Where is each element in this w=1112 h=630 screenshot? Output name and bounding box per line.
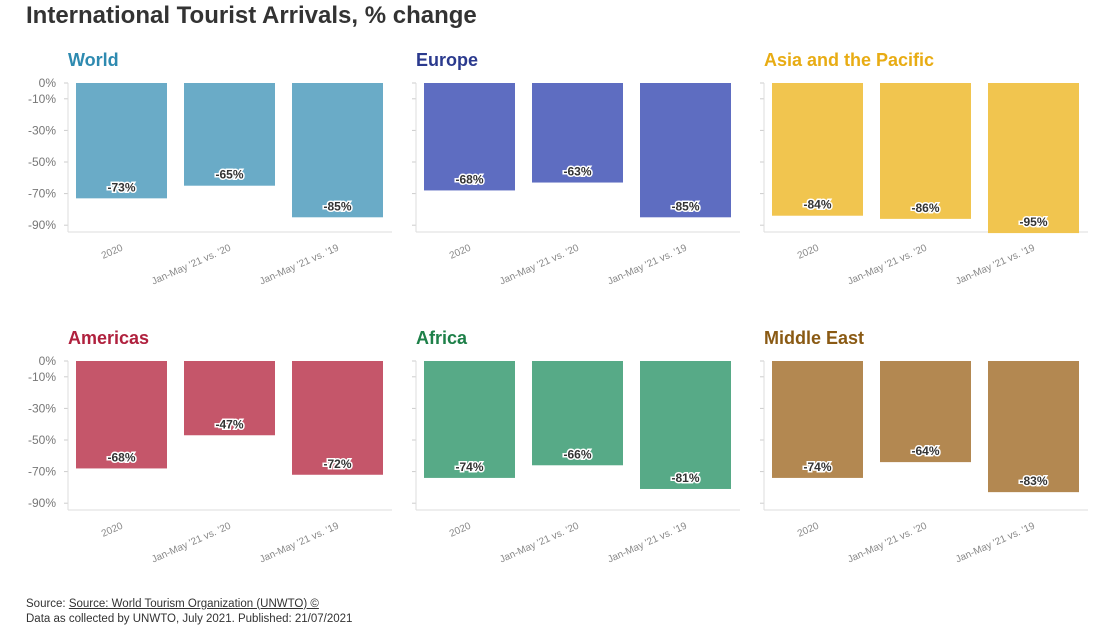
data-label: -64%	[911, 444, 939, 458]
bar	[880, 361, 971, 463]
bar	[76, 83, 167, 199]
page-title: International Tourist Arrivals, % change	[26, 2, 477, 29]
y-tick-label: -30%	[28, 401, 56, 415]
y-tick-label: -10%	[28, 92, 56, 106]
y-tick-label: -50%	[28, 155, 56, 169]
data-label: -63%	[563, 165, 591, 179]
x-tick-label: Jan-May '21 vs. '19	[954, 243, 1037, 288]
bar	[880, 83, 971, 219]
bar-chart-africa: 2020 Jan-May '21 vs. '20 Jan-May '21 vs. '…	[412, 360, 740, 566]
panel-title: Middle East	[764, 328, 865, 348]
bar-chart-middle-east: 2020 Jan-May '21 vs. '20 Jan-May '21 vs. '…	[760, 360, 1088, 566]
bar	[292, 361, 383, 475]
y-tick-label: -30%	[28, 123, 56, 137]
data-label: -83%	[1019, 474, 1047, 488]
bar	[184, 83, 275, 186]
x-tick-label: Jan-May '21 vs. '19	[954, 521, 1037, 566]
data-label: -68%	[455, 172, 483, 186]
panel-asia-pacific: Asia and the Pacific 2020 Jan-May '21 vs.…	[722, 50, 1088, 320]
bar	[184, 361, 275, 436]
x-tick-label: 2020	[796, 243, 821, 262]
x-tick-label: Jan-May '21 vs. '20	[498, 521, 581, 566]
data-label: -73%	[107, 180, 135, 194]
bar	[424, 83, 515, 191]
data-label: -74%	[803, 460, 831, 474]
data-label: -86%	[911, 201, 939, 215]
panel-title: Europe	[416, 50, 479, 70]
data-label: -47%	[215, 417, 243, 431]
x-tick-label: Jan-May '21 vs. '19	[258, 521, 341, 566]
bar-chart-asia-pacific: 2020 Jan-May '21 vs. '20 Jan-May '21 vs. '…	[760, 82, 1088, 288]
panel-middle-east: Middle East 2020 Jan-May '21 vs. '20 Jan-M…	[722, 328, 1088, 598]
panel-title: Asia and the Pacific	[764, 50, 935, 70]
data-label: -95%	[1019, 215, 1047, 229]
data-label: -85%	[323, 199, 351, 213]
data-label: -65%	[215, 168, 243, 182]
x-tick-label: 2020	[100, 243, 125, 262]
panel-title: World	[68, 50, 119, 70]
footer: Source: Source: World Tourism Organizati…	[26, 597, 352, 627]
bar	[640, 361, 731, 489]
panel-title: Africa	[416, 328, 468, 348]
x-tick-label: Jan-May '21 vs. '20	[150, 243, 233, 288]
x-tick-label: 2020	[100, 521, 125, 540]
data-label: -68%	[107, 450, 135, 464]
bar-chart-americas: 0% -10% -30% -50% -70% -90% 2020 Jan-May '21 vs…	[28, 354, 392, 566]
bar	[772, 361, 863, 478]
x-tick-label: Jan-May '21 vs. '20	[498, 243, 581, 288]
bar	[988, 361, 1079, 493]
y-tick-label: -50%	[28, 433, 56, 447]
bar	[292, 83, 383, 218]
data-label: -74%	[455, 460, 483, 474]
data-label: -81%	[671, 471, 699, 485]
y-tick-label: 0%	[39, 354, 57, 368]
x-tick-label: 2020	[448, 243, 473, 262]
x-tick-label: Jan-May '21 vs. '19	[606, 521, 689, 566]
bar	[532, 83, 623, 183]
bar	[76, 361, 167, 469]
panel-americas: Americas 0% -10% -30% -50% -70% -90% 2020 Jan-M…	[26, 328, 392, 598]
bar-chart-world: 0% -10% -30% -50% -70% -90% 2020 Jan-May '21 vs…	[28, 76, 392, 288]
x-tick-label: Jan-May '21 vs. '20	[846, 521, 929, 566]
panel-africa: Africa 2020 Jan-May '21 vs. '20 Jan-May '2…	[374, 328, 740, 598]
x-tick-label: Jan-May '21 vs. '19	[606, 243, 689, 288]
panel-title: Americas	[68, 328, 150, 348]
bar	[772, 83, 863, 216]
x-tick-label: Jan-May '21 vs. '20	[846, 243, 929, 288]
y-tick-label: 0%	[39, 76, 57, 90]
y-tick-label: -90%	[28, 218, 56, 232]
bar	[640, 83, 731, 218]
y-tick-label: -70%	[28, 187, 56, 201]
data-label: -84%	[803, 198, 831, 212]
source-prefix: Source:	[26, 598, 69, 610]
bar	[424, 361, 515, 478]
source-link[interactable]: Source: World Tourism Organization (UNWT…	[68, 598, 319, 610]
bar	[988, 83, 1079, 234]
data-label: -66%	[563, 447, 591, 461]
y-tick-label: -90%	[28, 496, 56, 510]
panel-europe: Europe 2020 Jan-May '21 vs. '20 Jan-May '2…	[374, 50, 740, 320]
x-tick-label: 2020	[796, 521, 821, 540]
data-label: -85%	[671, 199, 699, 213]
bar-chart-europe: 2020 Jan-May '21 vs. '20 Jan-May '21 vs. '…	[412, 82, 740, 288]
x-tick-label: 2020	[448, 521, 473, 540]
y-tick-label: -70%	[28, 465, 56, 479]
x-tick-label: Jan-May '21 vs. '19	[258, 243, 341, 288]
data-label: -72%	[323, 457, 351, 471]
source-line: Source: Source: World Tourism Organizati…	[26, 597, 352, 612]
y-tick-label: -10%	[28, 370, 56, 384]
bar	[532, 361, 623, 466]
x-tick-label: Jan-May '21 vs. '20	[150, 521, 233, 566]
panel-world: World 0% -10% -30% -50% -70% -90% 2020 Jan-May …	[26, 50, 392, 320]
footer-note: Data as collected by UNWTO, July 2021. P…	[26, 613, 353, 625]
